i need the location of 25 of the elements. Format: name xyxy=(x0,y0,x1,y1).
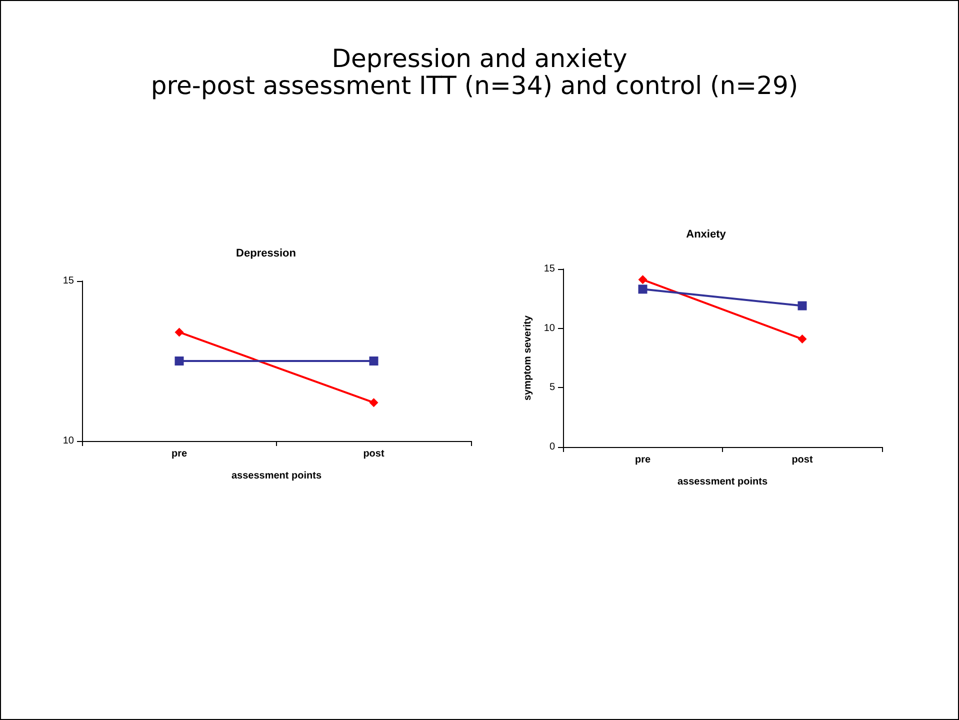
y-axis-title: symptom severity xyxy=(522,315,534,401)
point xyxy=(638,275,648,284)
text: pre-post assessment ITT (n=34) and control (n=29) xyxy=(150,71,800,100)
x-tick-label: pre xyxy=(634,454,651,466)
y-tick-label: 10 xyxy=(62,436,74,446)
y-tick-label: 15 xyxy=(544,264,556,274)
x-axis-title: assessment points xyxy=(231,470,322,482)
point xyxy=(369,356,378,366)
y-tick-label: 15 xyxy=(62,276,74,286)
x-tick-label: pre xyxy=(171,448,188,460)
x-axis-title: assessment points xyxy=(677,476,768,488)
y-tick-label: 0 xyxy=(549,442,556,452)
y-tick-label: 10 xyxy=(544,322,556,334)
point xyxy=(638,284,648,294)
x-tick-label: post xyxy=(363,448,385,460)
chart-title: Anxiety xyxy=(686,228,727,240)
y-tick-label: 5 xyxy=(549,382,556,394)
x-tick-label: post xyxy=(792,454,814,466)
point xyxy=(798,334,807,344)
point xyxy=(174,356,184,366)
point xyxy=(174,328,184,337)
point xyxy=(798,301,807,310)
chart-title: Depression xyxy=(236,248,296,260)
text: Depression and anxiety xyxy=(330,44,628,73)
point xyxy=(369,398,378,408)
